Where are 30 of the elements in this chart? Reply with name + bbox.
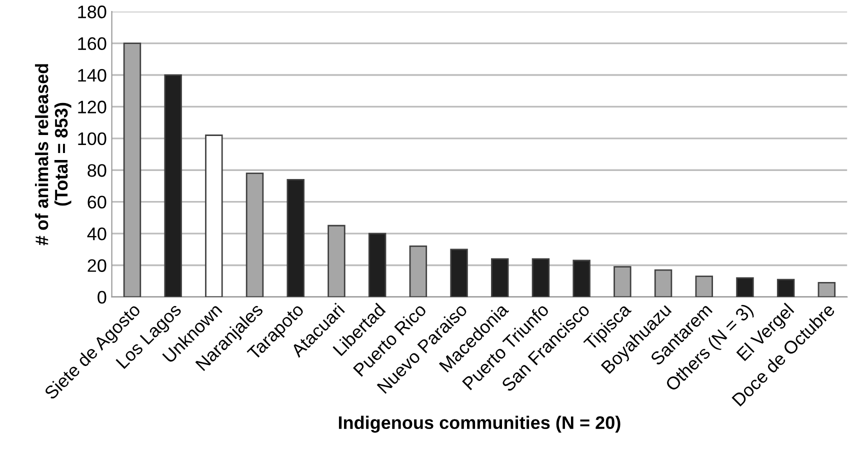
x-axis-title: Indigenous communities (N = 20) [338,416,620,433]
y-tick-label: 20 [88,259,106,272]
y-tick-label: 40 [87,227,106,240]
y-axis-title: # of animals released (Total = 853) [34,64,72,246]
bar [205,134,223,297]
bar [654,269,672,297]
y-tick-label: 60 [88,196,106,209]
bar [491,258,509,297]
bar [736,277,754,297]
bar [818,282,836,297]
bar [286,178,304,297]
bar [409,246,428,297]
bar [572,260,590,297]
bar [246,172,264,297]
y-tick-label: 80 [88,164,106,177]
y-tick-label: 180 [78,6,106,18]
bar [776,278,795,297]
bar [123,42,142,297]
bar [328,224,346,297]
bar [368,232,386,297]
y-tick-label: 0 [98,290,106,304]
y-tick-label: 160 [78,37,106,50]
y-tick-label: 140 [78,68,106,82]
bar [532,258,550,297]
y-tick-label: 120 [78,100,106,114]
bar [164,74,182,297]
y-tick-label: 100 [78,132,106,146]
bar [450,248,468,297]
bar [614,266,632,297]
bar [695,276,713,297]
